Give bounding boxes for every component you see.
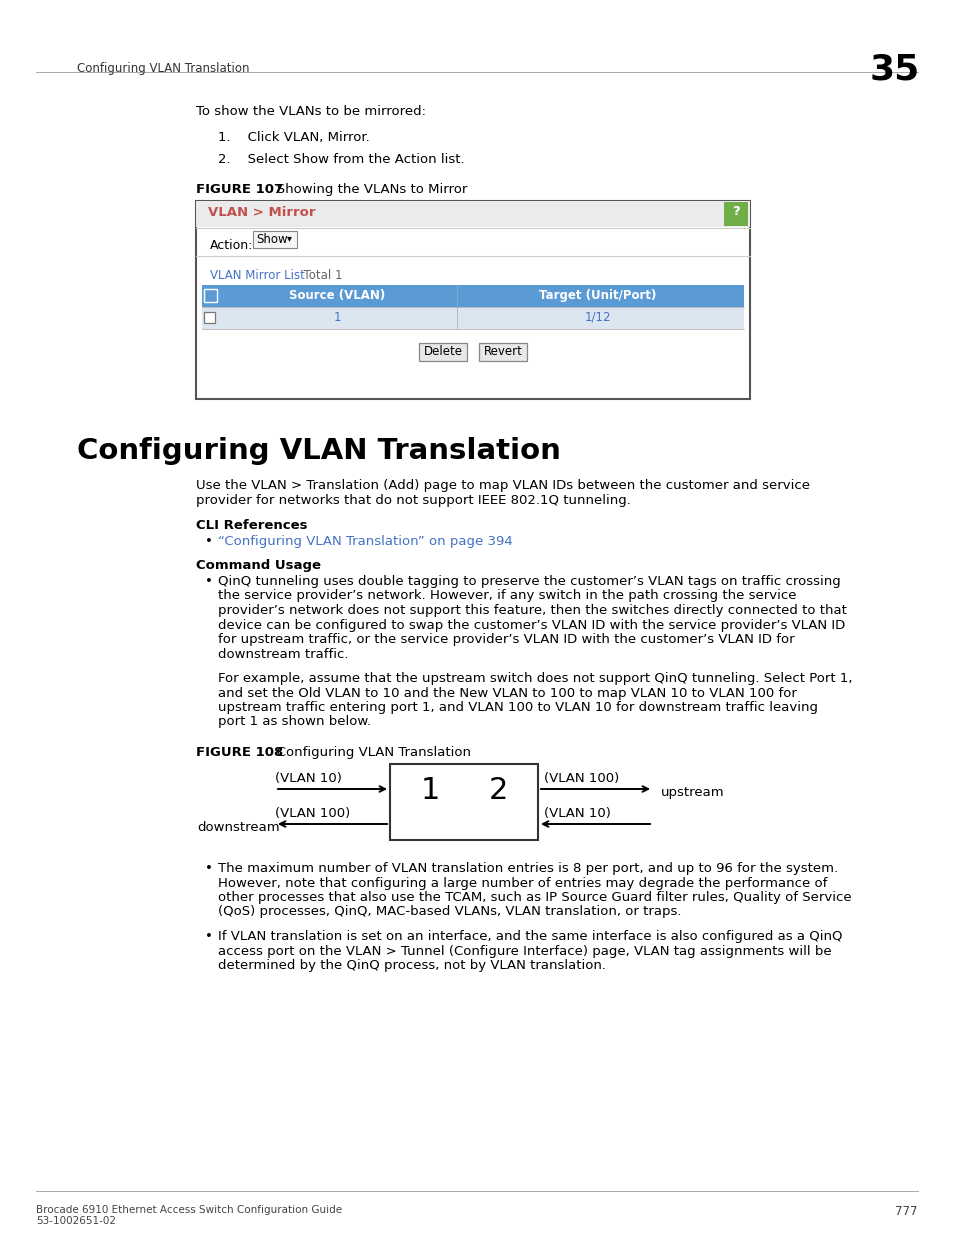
Bar bbox=[195, 201, 749, 227]
Text: VLAN > Mirror: VLAN > Mirror bbox=[208, 206, 315, 219]
Text: 2.    Select Show from the Action list.: 2. Select Show from the Action list. bbox=[218, 153, 464, 165]
Bar bbox=[478, 343, 526, 361]
Text: Total 1: Total 1 bbox=[295, 269, 342, 282]
Text: VLAN Mirror List: VLAN Mirror List bbox=[210, 269, 305, 282]
Text: FIGURE 107: FIGURE 107 bbox=[195, 183, 283, 196]
Bar bbox=[418, 343, 467, 361]
Bar bbox=[390, 764, 537, 840]
Text: CLI References: CLI References bbox=[195, 519, 307, 532]
Bar bbox=[723, 203, 747, 226]
Text: The maximum number of VLAN translation entries is 8 per port, and up to 96 for t: The maximum number of VLAN translation e… bbox=[218, 862, 838, 876]
Text: for upstream traffic, or the service provider’s VLAN ID with the customer’s VLAN: for upstream traffic, or the service pro… bbox=[218, 634, 794, 646]
Text: port 1 as shown below.: port 1 as shown below. bbox=[218, 715, 371, 729]
Text: downstream: downstream bbox=[196, 821, 279, 834]
Text: FIGURE 108: FIGURE 108 bbox=[195, 746, 283, 760]
Text: ?: ? bbox=[731, 205, 740, 219]
Text: ▾: ▾ bbox=[287, 233, 292, 243]
Text: Showing the VLANs to Mirror: Showing the VLANs to Mirror bbox=[264, 183, 467, 196]
Text: Use the VLAN > Translation (Add) page to map VLAN IDs between the customer and s: Use the VLAN > Translation (Add) page to… bbox=[195, 479, 809, 492]
Text: access port on the VLAN > Tunnel (Configure Interface) page, VLAN tag assignment: access port on the VLAN > Tunnel (Config… bbox=[218, 945, 831, 957]
Text: (VLAN 10): (VLAN 10) bbox=[274, 772, 341, 785]
Text: Action:: Action: bbox=[210, 240, 253, 252]
Text: For example, assume that the upstream switch does not support QinQ tunneling. Se: For example, assume that the upstream sw… bbox=[218, 672, 852, 685]
Text: •: • bbox=[205, 535, 213, 548]
Text: upstream traffic entering port 1, and VLAN 100 to VLAN 10 for downstream traffic: upstream traffic entering port 1, and VL… bbox=[218, 701, 817, 714]
Text: Revert: Revert bbox=[483, 345, 522, 358]
Text: Command Usage: Command Usage bbox=[195, 559, 320, 572]
Bar bbox=[195, 201, 749, 399]
Text: other processes that also use the TCAM, such as IP Source Guard filter rules, Qu: other processes that also use the TCAM, … bbox=[218, 890, 851, 904]
Text: “Configuring VLAN Translation” on page 394: “Configuring VLAN Translation” on page 3… bbox=[218, 535, 512, 548]
Text: the service provider’s network. However, if any switch in the path crossing the : the service provider’s network. However,… bbox=[218, 589, 796, 603]
Text: •: • bbox=[205, 930, 213, 944]
Text: (VLAN 100): (VLAN 100) bbox=[543, 772, 618, 785]
Text: However, note that configuring a large number of entries may degrade the perform: However, note that configuring a large n… bbox=[218, 877, 826, 889]
Text: Target (Unit/Port): Target (Unit/Port) bbox=[538, 289, 656, 303]
Text: Show: Show bbox=[255, 233, 287, 246]
Bar bbox=[253, 231, 296, 248]
Text: Configuring VLAN Translation: Configuring VLAN Translation bbox=[264, 746, 471, 760]
Text: •: • bbox=[205, 862, 213, 876]
Bar bbox=[202, 285, 743, 308]
Text: determined by the QinQ process, not by VLAN translation.: determined by the QinQ process, not by V… bbox=[218, 960, 605, 972]
Text: •: • bbox=[205, 576, 213, 588]
Text: (QoS) processes, QinQ, MAC-based VLANs, VLAN translation, or traps.: (QoS) processes, QinQ, MAC-based VLANs, … bbox=[218, 905, 680, 919]
Text: 1/12: 1/12 bbox=[584, 311, 610, 324]
Text: device can be configured to swap the customer’s VLAN ID with the service provide: device can be configured to swap the cus… bbox=[218, 619, 844, 631]
Text: To show the VLANs to be mirrored:: To show the VLANs to be mirrored: bbox=[195, 105, 426, 119]
Text: (VLAN 10): (VLAN 10) bbox=[543, 806, 610, 820]
Text: Configuring VLAN Translation: Configuring VLAN Translation bbox=[77, 437, 560, 466]
Bar bbox=[202, 308, 743, 329]
Text: Delete: Delete bbox=[423, 345, 462, 358]
Bar bbox=[204, 289, 216, 303]
Bar bbox=[204, 312, 214, 324]
Text: Brocade 6910 Ethernet Access Switch Configuration Guide: Brocade 6910 Ethernet Access Switch Conf… bbox=[36, 1205, 342, 1215]
Text: 1: 1 bbox=[420, 776, 439, 805]
Text: Configuring VLAN Translation: Configuring VLAN Translation bbox=[77, 62, 250, 75]
Text: and set the Old VLAN to 10 and the New VLAN to 100 to map VLAN 10 to VLAN 100 fo: and set the Old VLAN to 10 and the New V… bbox=[218, 687, 796, 699]
Text: 1.    Click VLAN, Mirror.: 1. Click VLAN, Mirror. bbox=[218, 131, 370, 144]
Text: 53-1002651-02: 53-1002651-02 bbox=[36, 1216, 116, 1226]
Text: 777: 777 bbox=[895, 1205, 917, 1218]
Text: Source (VLAN): Source (VLAN) bbox=[289, 289, 385, 303]
Text: QinQ tunneling uses double tagging to preserve the customer’s VLAN tags on traff: QinQ tunneling uses double tagging to pr… bbox=[218, 576, 840, 588]
Text: 2: 2 bbox=[488, 776, 507, 805]
Text: provider for networks that do not support IEEE 802.1Q tunneling.: provider for networks that do not suppor… bbox=[195, 494, 630, 508]
Text: 1: 1 bbox=[334, 311, 341, 324]
Text: upstream: upstream bbox=[660, 785, 724, 799]
Text: (VLAN 100): (VLAN 100) bbox=[274, 806, 350, 820]
Text: 35: 35 bbox=[869, 52, 919, 86]
Text: provider’s network does not support this feature, then the switches directly con: provider’s network does not support this… bbox=[218, 604, 846, 618]
Text: If VLAN translation is set on an interface, and the same interface is also confi: If VLAN translation is set on an interfa… bbox=[218, 930, 841, 944]
Text: downstream traffic.: downstream traffic. bbox=[218, 647, 348, 661]
